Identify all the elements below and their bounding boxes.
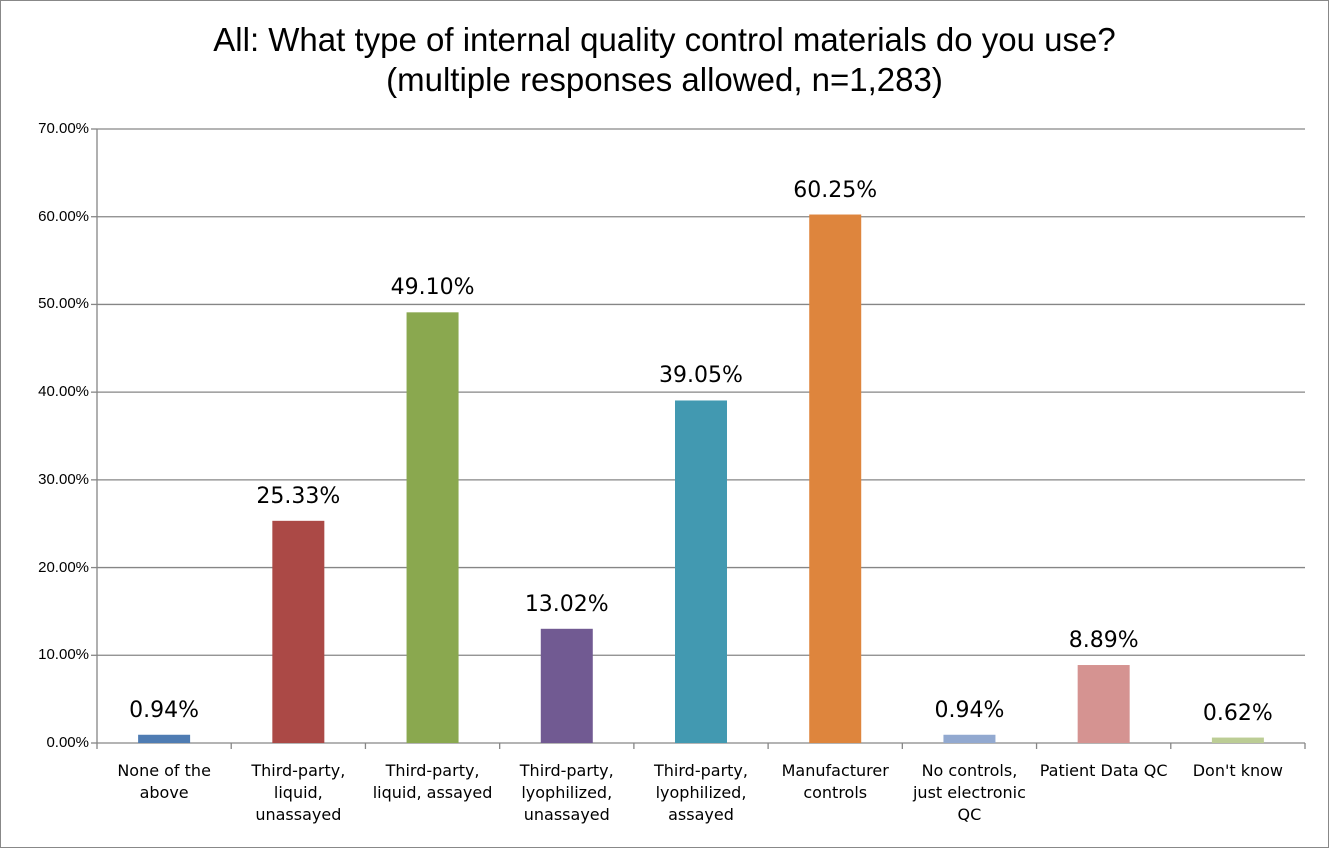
data-label: 0.62% [1202,700,1273,726]
bar [1077,665,1130,743]
y-tick-label: 30.00% [38,470,89,488]
data-label: 25.33% [256,483,341,509]
bar [809,214,862,743]
y-tick-label: 40.00% [38,383,89,401]
chart-title: All: What type of internal quality contr… [0,20,1329,100]
data-label: 39.05% [659,363,743,389]
bar [540,628,593,743]
y-tick-label: 10.00% [38,646,89,664]
data-label: 8.89% [1068,628,1139,654]
bar [675,400,727,743]
bar [1211,737,1264,743]
title-line: All: What type of internal quality contr… [213,21,1116,58]
bar [138,734,191,743]
data-label: 0.94% [934,697,1005,723]
x-tick-label: Third-party, lyophilized, assayed [654,761,748,824]
y-tick-label: 0.00% [46,734,89,751]
x-tick-label: None of the above [117,761,211,802]
data-label: 13.02% [524,591,609,617]
y-tick-label: 50.00% [38,295,89,313]
bar [943,734,996,743]
data-label: 0.94% [129,697,200,723]
data-label: 60.25% [793,177,878,203]
x-tick-label: Third-party, liquid, unassayed [251,761,346,824]
y-tick-label: 60.00% [38,207,89,225]
x-tick-label: Don't know [1192,761,1284,780]
x-tick-label: Third-party, liquid, assayed [372,761,493,802]
y-tick-label: 20.00% [38,558,89,576]
subtitle-line: (multiple responses allowed, n=1,283) [386,61,943,98]
bar [272,520,325,743]
x-tick-label: No controls, just electronic QC [912,761,1026,824]
bar [406,312,459,743]
x-tick-label: Third-party, lyophilized, unassayed [519,761,614,824]
data-label: 49.10% [390,275,475,301]
y-tick-label: 70.00% [38,120,89,137]
x-tick-label: Patient Data QC [1039,761,1168,780]
x-tick-label: Manufacturer controls [781,761,889,802]
